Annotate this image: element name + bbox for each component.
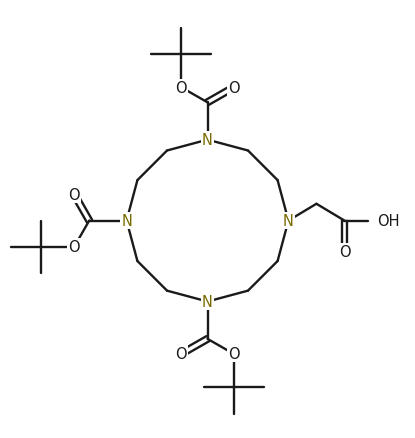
Text: N: N bbox=[202, 294, 213, 309]
Text: O: O bbox=[339, 244, 350, 259]
Text: N: N bbox=[121, 214, 132, 229]
Text: N: N bbox=[202, 133, 213, 148]
Text: OH: OH bbox=[377, 214, 400, 229]
Text: O: O bbox=[68, 240, 80, 254]
Text: O: O bbox=[176, 346, 187, 361]
Text: O: O bbox=[228, 81, 239, 95]
Text: O: O bbox=[228, 346, 239, 361]
Text: O: O bbox=[68, 187, 80, 202]
Text: N: N bbox=[283, 214, 294, 229]
Text: O: O bbox=[176, 81, 187, 95]
